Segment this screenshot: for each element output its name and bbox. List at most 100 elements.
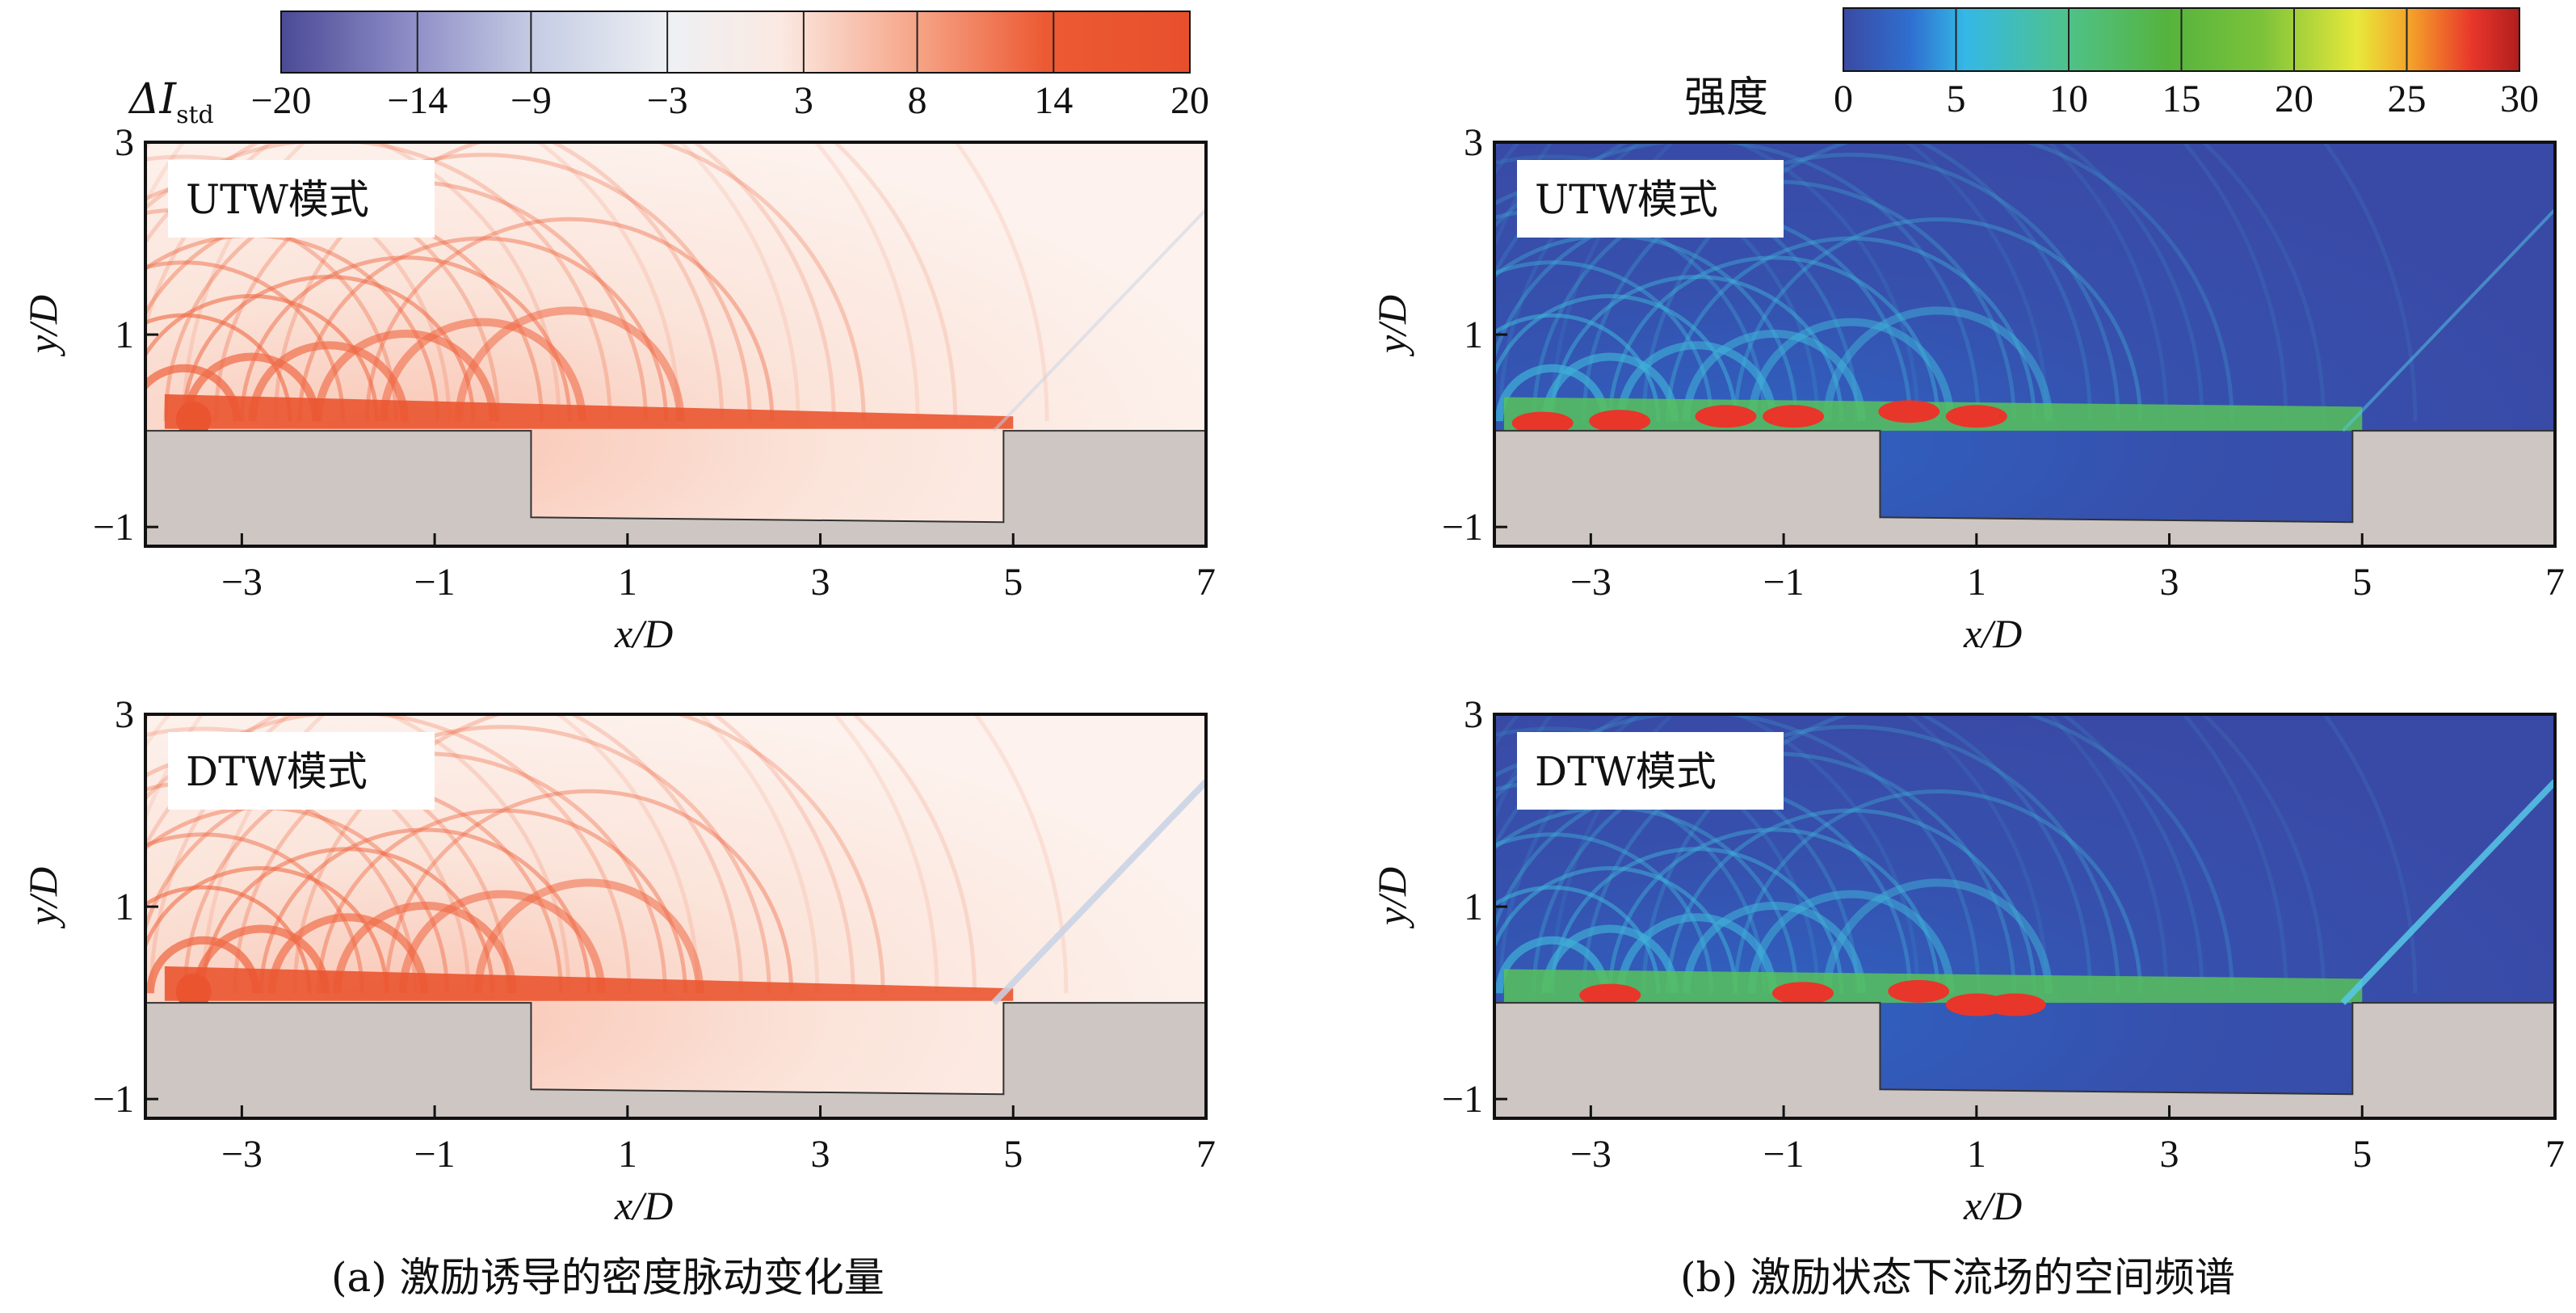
- wave-arc: [1494, 866, 1738, 994]
- wave-arc: [1682, 329, 1866, 422]
- colorbar-b-tick-label: 25: [2388, 78, 2427, 120]
- plot-a-utw: −3 −1 1 3 5 7 −1 1 3 x/D y/D UTW模式: [20, 121, 1216, 656]
- wave-arc: [145, 726, 471, 994]
- oblique-shock: [992, 208, 1206, 432]
- wave-arc: [267, 913, 428, 994]
- plot-frame: [144, 713, 1208, 1120]
- wave-arc: [145, 714, 939, 994]
- wave-arc: [384, 789, 794, 994]
- colorbar-b-tick-label: 0: [1834, 78, 1853, 120]
- source-spot: [175, 401, 212, 437]
- x-tick-label: −3: [1570, 561, 1612, 604]
- wave-arc: [1733, 142, 1920, 422]
- plot-frame: [144, 141, 1208, 548]
- wave-arc: [1822, 306, 2053, 422]
- colorbar-b-tick-label: 20: [2275, 78, 2313, 120]
- y-tick-label: 3: [1464, 121, 1483, 164]
- wave-arc: [1541, 924, 1679, 994]
- y-tick-label: −1: [1442, 506, 1483, 549]
- y-tick-label: −1: [93, 506, 134, 549]
- wave-arc: [192, 924, 330, 994]
- shear-layer: [164, 966, 1014, 1001]
- colorbar-b-tick-label: 30: [2500, 78, 2539, 120]
- wave-arc: [248, 341, 410, 422]
- colorbar-b-label: 强度: [1684, 74, 1768, 122]
- x-tick-label: 5: [2352, 561, 2372, 604]
- wave-arc: [333, 902, 517, 994]
- y-tick-label: 1: [115, 886, 134, 928]
- wave-arc: [292, 714, 885, 994]
- wave-arc: [554, 714, 700, 994]
- wave-arc: [1903, 714, 2049, 994]
- wave-arc: [1682, 901, 1866, 994]
- wave-arc: [1733, 789, 2143, 994]
- wave-arc: [1494, 714, 2288, 994]
- hot-spot: [1589, 410, 1651, 433]
- x-tick-label: −1: [414, 1133, 456, 1176]
- colorbar-b-tick-label: 10: [2049, 78, 2088, 120]
- x-tick-label: −1: [1763, 561, 1805, 604]
- y-tick-label: 3: [1464, 693, 1483, 736]
- wave-arc: [678, 142, 801, 422]
- colorbar-a-tick-label: 20: [1170, 79, 1209, 122]
- mode-label: DTW模式: [1535, 748, 1717, 795]
- hot-spot: [1695, 405, 1757, 428]
- hot-spot: [1888, 979, 1950, 1003]
- caption-a: (a) 激励诱导的密度脉动变化量: [331, 1254, 885, 1301]
- mode-label-box: [168, 732, 435, 810]
- wave-arc: [145, 294, 379, 422]
- mode-label-box: [1517, 732, 1784, 810]
- colorbar-b: 0 5 10 15 20 25 30 强度: [1684, 7, 2539, 122]
- colorbar-a: −20 −14 −9 −3 3 8 14 20 ΔIstd: [128, 11, 1209, 129]
- wave-arc: [145, 714, 632, 994]
- hot-spot: [1579, 983, 1641, 1007]
- wave-arc: [1494, 142, 2169, 422]
- shear-layer: [164, 393, 1014, 429]
- y-tick-label: 3: [115, 121, 134, 164]
- wave-arc: [1494, 294, 1738, 422]
- colorbar-a-tick-label: 14: [1034, 79, 1073, 122]
- wave-arc: [1494, 726, 1820, 994]
- wave-arc: [1903, 142, 2049, 422]
- x-tick-label: 3: [2160, 1133, 2179, 1176]
- colorbar-b-tick-label: 15: [2162, 78, 2201, 120]
- wave-arc: [1494, 714, 2169, 994]
- x-tick-label: 7: [1196, 1133, 1216, 1176]
- wave-arc: [1747, 318, 1955, 422]
- x-tick-label: −1: [414, 561, 456, 604]
- mode-label-box: [168, 160, 435, 238]
- y-tick-label: −1: [1442, 1078, 1483, 1121]
- y-axis-label: y/D: [1369, 867, 1414, 929]
- x-tick-label: 7: [2545, 561, 2565, 604]
- source-spot: [175, 973, 212, 1009]
- x-tick-label: −1: [1763, 1133, 1805, 1176]
- colorbar-a-tick-label: 8: [908, 79, 927, 122]
- oblique-shock: [991, 779, 1206, 1005]
- mode-label: UTW模式: [186, 176, 369, 223]
- colorbar-a-tick-label: −9: [511, 79, 552, 122]
- hot-spot: [1984, 993, 2046, 1016]
- plot-frame: [1493, 713, 2557, 1120]
- y-axis-label: y/D: [1369, 295, 1414, 357]
- wave-arc: [1494, 142, 2288, 422]
- x-tick-label: −3: [221, 561, 263, 604]
- y-tick-label: 1: [1464, 314, 1483, 356]
- wave-arc: [454, 306, 685, 422]
- wave-arc: [233, 725, 771, 994]
- cavity-wall: [145, 430, 1206, 546]
- x-tick-label: 7: [2545, 1133, 2565, 1176]
- wave-arc: [145, 154, 452, 422]
- wave-arc: [1498, 714, 2204, 994]
- wave-arc: [213, 153, 752, 422]
- colorbar-a-bar: [280, 11, 1191, 74]
- caption-b: (b) 激励状态下流场的空间频谱: [1680, 1254, 2235, 1301]
- x-tick-label: −3: [1570, 1133, 1612, 1176]
- y-tick-label: −1: [93, 1078, 134, 1121]
- wave-arc: [379, 318, 586, 422]
- wave-arc: [145, 142, 1049, 422]
- x-tick-label: 1: [1967, 1133, 1986, 1176]
- x-axis-label: x/D: [1963, 1183, 2022, 1228]
- x-tick-label: 3: [811, 561, 830, 604]
- plot-b-dtw: −3 −1 1 3 5 7 −1 1 3 x/D y/D DTW模式: [1369, 693, 2565, 1228]
